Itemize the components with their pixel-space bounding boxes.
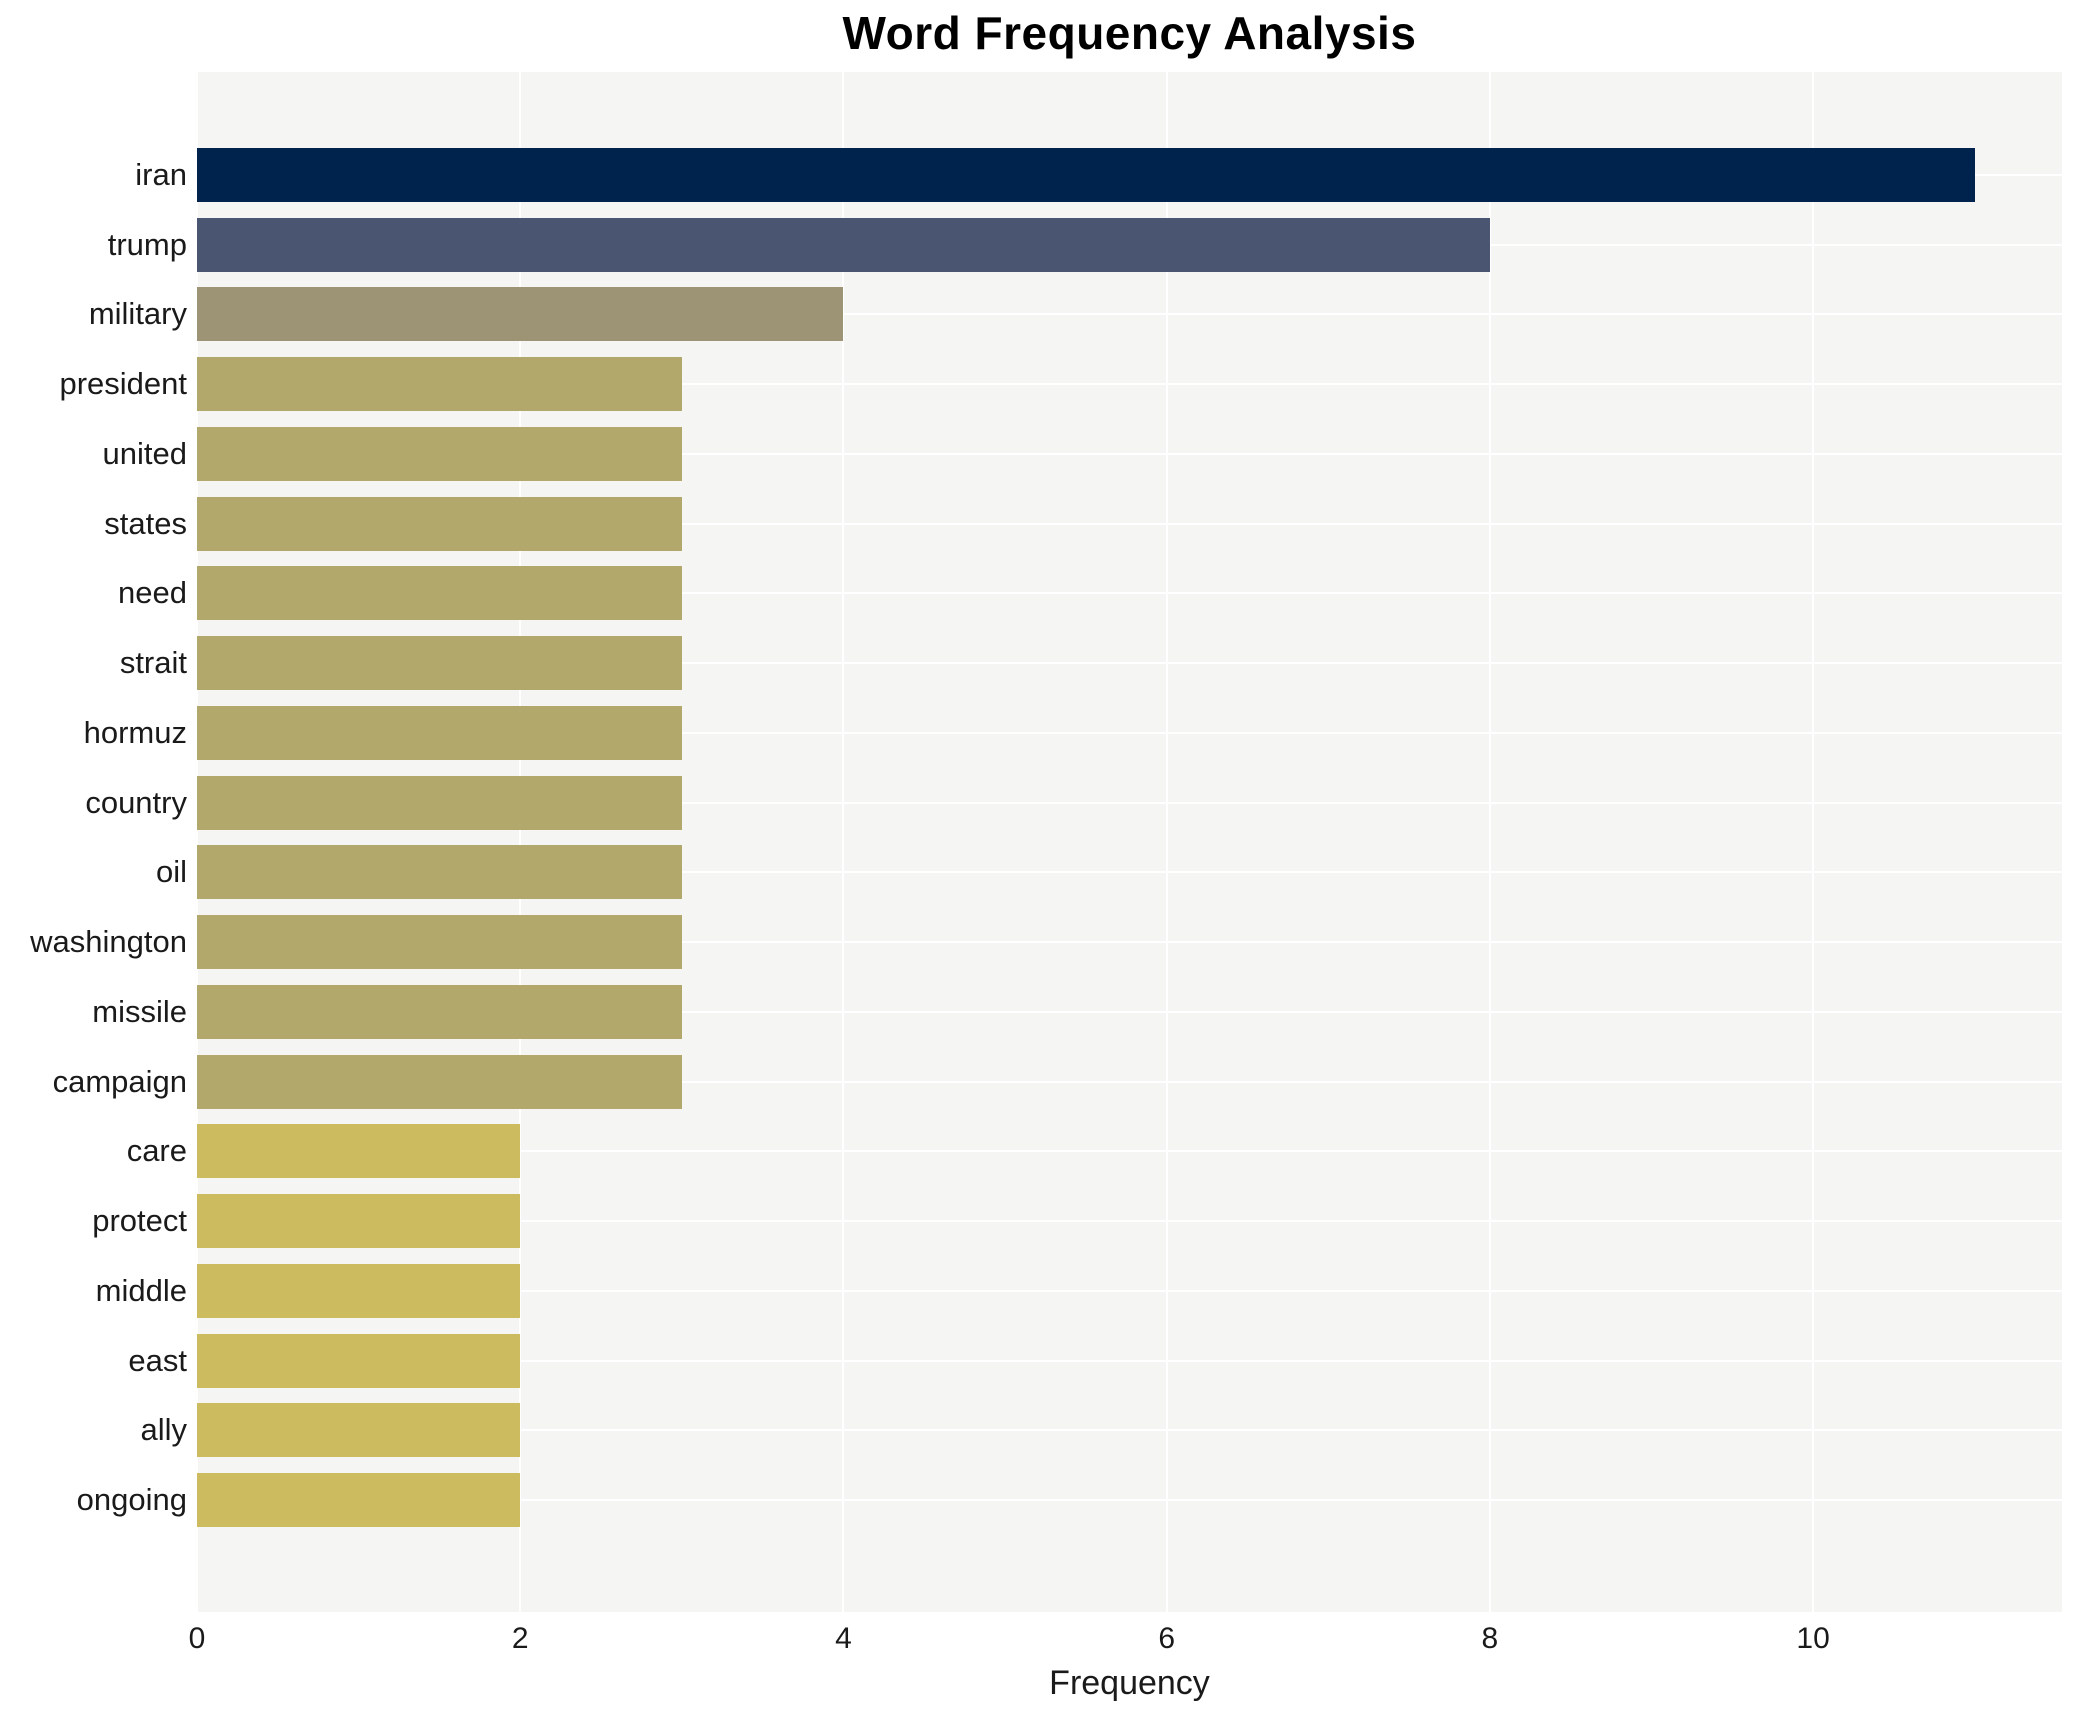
bar-need [197, 566, 682, 621]
y-label-washington: washington [30, 924, 187, 960]
bar-country [197, 775, 682, 830]
y-gridline [197, 522, 2062, 525]
y-gridline [197, 1499, 2062, 1502]
bar-east [197, 1333, 521, 1388]
x-gridline [842, 72, 845, 1612]
y-label-hormuz: hormuz [83, 714, 187, 750]
x-tick-label: 8 [1481, 1622, 1499, 1655]
x-tick-label: 10 [1796, 1622, 1830, 1655]
y-label-ongoing: ongoing [76, 1482, 187, 1518]
bar-hormuz [197, 705, 682, 760]
y-label-middle: middle [95, 1272, 187, 1308]
x-axis-title: Frequency [1049, 1664, 1210, 1702]
y-gridline [197, 731, 2062, 734]
bar-trump [197, 217, 1490, 272]
y-gridline [197, 383, 2062, 386]
bar-iran [197, 147, 1975, 202]
y-gridline [197, 1010, 2062, 1013]
y-gridline [197, 1080, 2062, 1083]
y-gridline [197, 592, 2062, 595]
bar-military [197, 287, 844, 342]
x-gridline [519, 72, 522, 1612]
bar-oil [197, 845, 682, 900]
bar-care [197, 1124, 521, 1179]
y-label-president: president [59, 366, 187, 402]
y-label-iran: iran [135, 156, 187, 192]
y-gridline [197, 1289, 2062, 1292]
y-label-country: country [85, 784, 187, 820]
x-tick-label: 6 [1158, 1622, 1175, 1655]
y-label-ally: ally [140, 1412, 187, 1448]
bar-missile [197, 984, 682, 1039]
y-gridline [197, 801, 2062, 804]
y-label-need: need [118, 575, 187, 611]
y-label-campaign: campaign [52, 1063, 187, 1099]
x-tick-label: 4 [835, 1622, 852, 1655]
x-gridline [1812, 72, 1815, 1612]
y-gridline [197, 1359, 2062, 1362]
y-gridline [197, 941, 2062, 944]
y-gridline [197, 1429, 2062, 1432]
y-label-care: care [126, 1133, 187, 1169]
x-gridline [1165, 72, 1168, 1612]
y-label-missile: missile [92, 993, 187, 1029]
y-label-strait: strait [119, 645, 187, 681]
y-gridline [197, 313, 2062, 316]
y-label-military: military [88, 296, 187, 332]
x-gridline [196, 72, 198, 1612]
bar-ally [197, 1403, 521, 1458]
x-tick-label: 2 [511, 1622, 529, 1655]
bar-president [197, 357, 682, 412]
bar-strait [197, 636, 682, 691]
y-gridline [197, 871, 2062, 874]
bar-campaign [197, 1054, 682, 1109]
bar-united [197, 426, 682, 481]
x-tick-label: 0 [188, 1622, 206, 1655]
plot-area [196, 72, 2062, 1612]
y-gridline [197, 452, 2062, 455]
y-label-united: united [102, 435, 187, 471]
y-label-oil: oil [155, 854, 187, 890]
y-gridline [197, 1220, 2062, 1223]
chart-title: Word Frequency Analysis [842, 7, 1417, 59]
bar-washington [197, 915, 682, 970]
y-label-east: east [128, 1342, 187, 1378]
y-gridline [197, 1150, 2062, 1153]
bar-states [197, 496, 682, 551]
y-label-protect: protect [92, 1203, 187, 1239]
y-label-trump: trump [107, 226, 187, 262]
y-label-states: states [104, 505, 187, 541]
y-gridline [197, 662, 2062, 665]
bar-middle [197, 1263, 521, 1318]
bar-ongoing [197, 1473, 521, 1528]
x-gridline [1488, 72, 1491, 1612]
bar-protect [197, 1194, 521, 1249]
